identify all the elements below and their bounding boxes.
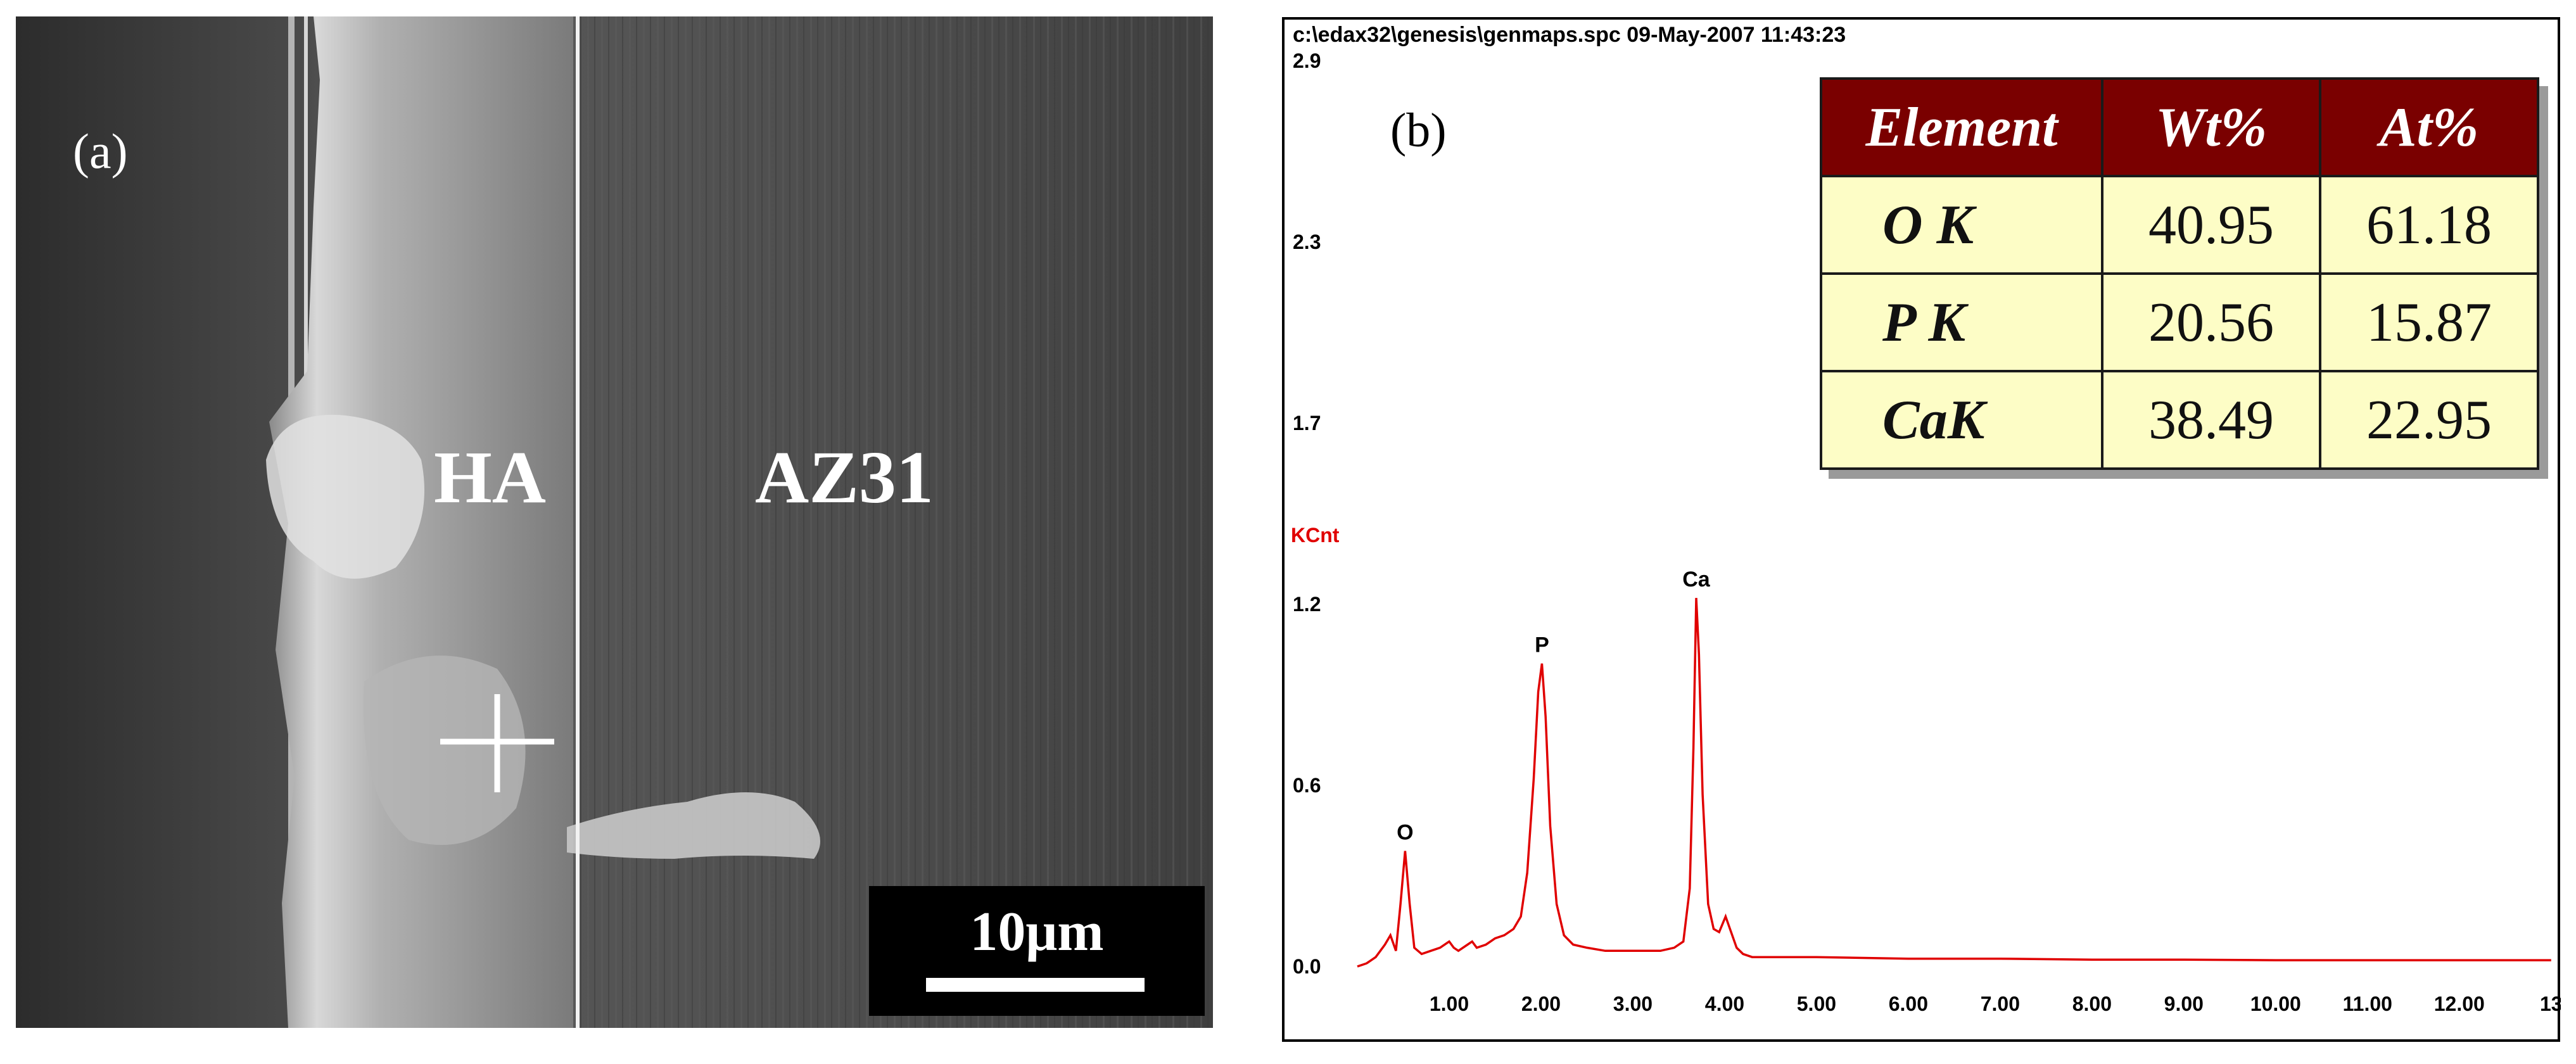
x-tick-label: 8.00 xyxy=(2072,992,2112,1015)
panel-b-label: (b) xyxy=(1390,104,1447,157)
table-row: P K 20.56 15.87 xyxy=(1820,272,2539,372)
x-tick-label: 11.00 xyxy=(2343,992,2392,1015)
wt-cell: 40.95 xyxy=(2101,175,2321,275)
scale-bar xyxy=(926,978,1145,992)
table-row: CaK 38.49 22.95 xyxy=(1820,370,2539,470)
az31-label: AZ31 xyxy=(755,436,934,519)
y-tick-label: 2.3 xyxy=(1293,231,1321,253)
wt-cell: 20.56 xyxy=(2101,272,2321,372)
peak-label: O xyxy=(1397,821,1413,845)
y-tick-label: 2.9 xyxy=(1293,49,1321,72)
y-tick-label: 1.7 xyxy=(1293,412,1321,434)
debris-streak xyxy=(567,792,820,859)
peak-label: P xyxy=(1535,633,1549,657)
ha-particle xyxy=(266,414,424,579)
element-cell: CaK xyxy=(1820,370,2103,470)
peak-label: Ca xyxy=(1682,567,1711,592)
ha-label: HA xyxy=(434,436,546,519)
x-tick-label: 12.00 xyxy=(2434,992,2485,1015)
at-cell: 15.87 xyxy=(2319,272,2539,372)
element-cell: O K xyxy=(1820,175,2103,275)
y-tick-label: 0.0 xyxy=(1293,955,1321,978)
header-element: Element xyxy=(1820,77,2103,177)
x-tick-label: 10.00 xyxy=(2250,992,2301,1015)
y-tick-label: 0.6 xyxy=(1293,774,1321,797)
x-tick-label: 2.00 xyxy=(1521,992,1561,1015)
header-wt: Wt% xyxy=(2101,77,2321,177)
x-tick-label: 13 xyxy=(2540,992,2561,1015)
panel-a-label: (a) xyxy=(73,124,128,179)
x-tick-label: 6.00 xyxy=(1889,992,1928,1015)
wt-cell: 38.49 xyxy=(2101,370,2321,470)
x-tick-label: 5.00 xyxy=(1797,992,1836,1015)
table-header-row: Element Wt% At% xyxy=(1820,77,2539,177)
composition-table: Element Wt% At% O K 40.95 61.18 P K 20.5… xyxy=(1820,77,2539,470)
x-tick-label: 3.00 xyxy=(1613,992,1653,1015)
x-tick-label: 9.00 xyxy=(2164,992,2204,1015)
x-tick-label: 7.00 xyxy=(1981,992,2020,1015)
scale-bar-box: 10μm xyxy=(869,886,1205,1016)
spectrum-file-header: c:\edax32\genesis\genmaps.spc 09-May-200… xyxy=(1293,23,1846,47)
spectrum-series-line xyxy=(1357,598,2551,968)
scale-bar-text: 10μm xyxy=(970,901,1104,963)
at-cell: 61.18 xyxy=(2319,175,2539,275)
at-cell: 22.95 xyxy=(2319,370,2539,470)
y-axis-label: KCnt xyxy=(1291,524,1340,547)
interface-line xyxy=(576,16,580,1028)
y-tick-label: 1.2 xyxy=(1293,593,1321,616)
x-tick-label: 4.00 xyxy=(1705,992,1744,1015)
sem-micrograph xyxy=(16,16,1213,1028)
sem-image-panel: (a) HA AZ31 10μm xyxy=(16,16,1213,1028)
header-at: At% xyxy=(2319,77,2539,177)
element-cell: P K xyxy=(1820,272,2103,372)
x-tick-label: 1.00 xyxy=(1430,992,1469,1015)
table-row: O K 40.95 61.18 xyxy=(1820,175,2539,275)
